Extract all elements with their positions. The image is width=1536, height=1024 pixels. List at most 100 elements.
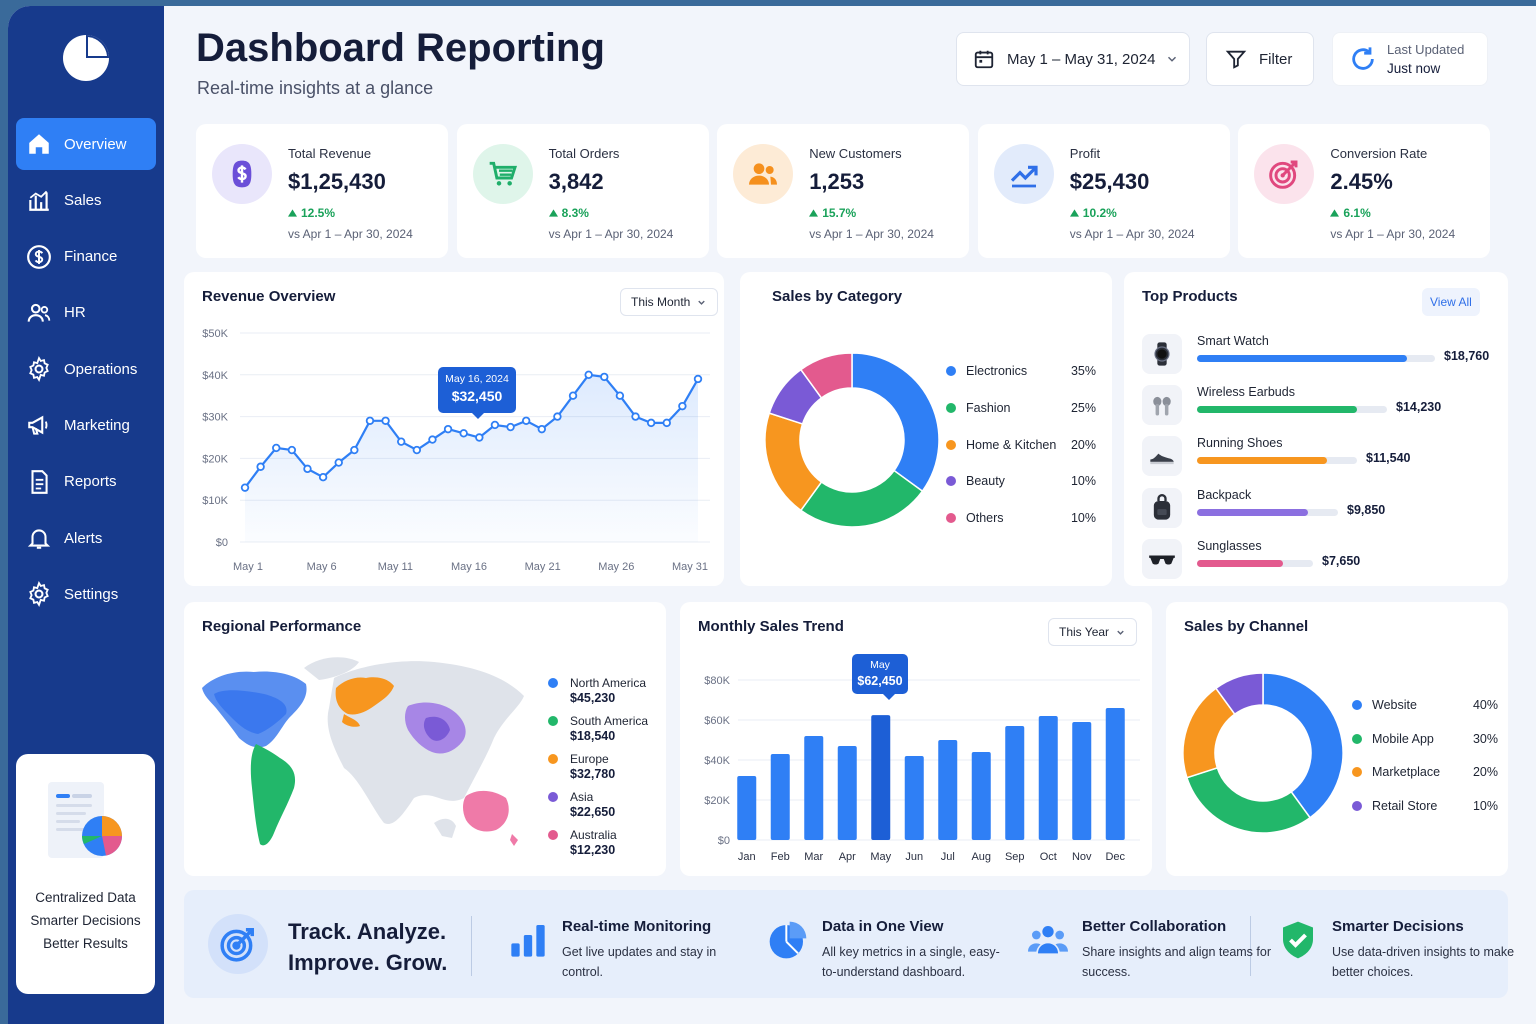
sidebar-item-finance[interactable]: Finance (16, 231, 156, 283)
product-bar-track (1197, 355, 1435, 362)
category-legend-item[interactable]: Electronics 35% (946, 364, 1096, 378)
data-point[interactable] (459, 429, 468, 438)
data-point[interactable] (693, 374, 703, 384)
data-point[interactable] (553, 412, 562, 421)
sidebar-item-marketing[interactable]: Marketing (16, 399, 156, 451)
product-row-smart-watch[interactable]: Smart Watch $18,760 (1142, 334, 1492, 380)
data-point[interactable] (631, 412, 640, 421)
region-value: $12,230 (570, 843, 616, 857)
product-row-sunglasses[interactable]: Sunglasses $7,650 (1142, 538, 1492, 585)
data-point[interactable] (615, 391, 625, 400)
data-point[interactable] (334, 458, 343, 467)
bar-aug[interactable] (971, 752, 991, 840)
x-tick-label: Sep (1005, 851, 1025, 863)
data-point[interactable] (662, 418, 671, 428)
bar-feb[interactable] (770, 754, 790, 840)
legend-dot (946, 402, 956, 413)
channel-legend-item[interactable]: Mobile App 30% (1352, 732, 1498, 746)
arrow-up-icon (809, 209, 819, 217)
data-point[interactable] (240, 483, 250, 492)
date-range-picker[interactable]: May 1 – May 31, 2024 (956, 32, 1190, 86)
sidebar-item-settings[interactable]: Settings (16, 568, 156, 620)
category-slice-others[interactable] (799, 352, 853, 399)
data-point[interactable] (397, 437, 406, 446)
data-point[interactable] (256, 462, 265, 471)
data-point[interactable] (506, 422, 515, 432)
data-point[interactable] (568, 391, 578, 400)
category-legend-item[interactable]: Beauty 10% (946, 474, 1096, 488)
data-point[interactable] (521, 416, 531, 425)
bar-may[interactable] (871, 715, 891, 840)
sidebar-item-sales[interactable]: Sales (16, 174, 156, 226)
data-point[interactable] (272, 443, 281, 453)
category-slice-fashion[interactable] (799, 469, 924, 528)
y-tick-label: $60K (704, 715, 730, 727)
x-tick-label: May 1 (233, 561, 263, 573)
kpi-compare: vs Apr 1 – Apr 30, 2024 (288, 227, 413, 241)
date-range-label: May 1 – May 31, 2024 (1007, 50, 1156, 68)
dollar-icon (232, 160, 252, 188)
filter-button[interactable]: Filter (1206, 32, 1314, 86)
sidebar-item-overview[interactable]: Overview (16, 118, 156, 170)
data-point[interactable] (475, 433, 484, 442)
channel-slice-website[interactable] (1262, 672, 1344, 819)
kpi-value: $1,25,430 (288, 169, 386, 194)
bar-jun[interactable] (904, 756, 924, 840)
bar-nov[interactable] (1072, 722, 1092, 840)
channel-legend-item[interactable]: Marketplace 20% (1352, 765, 1498, 779)
top-products-card: Top Products View All Smart Watch $18,760… (1124, 272, 1508, 586)
x-tick-label: May 11 (378, 561, 413, 573)
regional-performance-card: Regional Performance North America $45,23… (184, 602, 666, 876)
bar-dec[interactable] (1105, 708, 1125, 840)
x-tick-label: May 6 (307, 561, 337, 573)
legend-dot (946, 366, 956, 376)
bar-oct[interactable] (1038, 716, 1058, 840)
category-legend-item[interactable]: Others 10% (946, 511, 1096, 525)
feature-title: Data in One View (822, 918, 944, 935)
last-updated-box[interactable]: Last Updated Just now (1332, 32, 1488, 86)
revenue-period-select[interactable]: This Month (620, 288, 719, 316)
sidebar-item-reports[interactable]: Reports (16, 456, 156, 508)
bar-jan[interactable] (737, 776, 757, 840)
bar-sep[interactable] (1005, 726, 1025, 840)
channel-slice-mobile-app[interactable] (1185, 766, 1312, 834)
sidebar-item-alerts[interactable]: Alerts (16, 512, 156, 564)
monthly-period-select[interactable]: This Year (1048, 618, 1138, 646)
data-point[interactable] (365, 416, 375, 425)
promo-card: Centralized Data Smarter Decisions Bette… (16, 754, 155, 994)
data-point[interactable] (287, 445, 297, 455)
product-bar-track (1197, 559, 1313, 567)
channel-legend-item[interactable]: Website 40% (1352, 698, 1498, 712)
tagline-line-1: Track. Analyze. (288, 919, 447, 944)
category-legend-item[interactable]: Home & Kitchen 20% (946, 438, 1096, 452)
view-all-button[interactable]: View All (1422, 288, 1480, 316)
data-point[interactable] (646, 418, 656, 428)
product-row-running-shoes[interactable]: Running Shoes $11,540 (1142, 436, 1492, 482)
sidebar-item-operations[interactable]: Operations (16, 343, 156, 395)
channel-legend-item[interactable]: Retail Store 10% (1352, 799, 1498, 813)
data-point[interactable] (428, 435, 437, 444)
data-point[interactable] (537, 424, 546, 434)
channel-slice-retail-store[interactable] (1214, 672, 1264, 716)
category-legend-item[interactable]: Fashion 25% (946, 401, 1096, 415)
product-row-wireless-earbuds[interactable]: Wireless Earbuds $14,230 (1142, 385, 1492, 431)
data-point[interactable] (412, 445, 422, 455)
bar-mar[interactable] (804, 736, 824, 840)
y-tick-label: $40K (202, 370, 228, 382)
bar-apr[interactable] (837, 746, 857, 840)
category-slice-electronics[interactable] (851, 352, 940, 493)
product-row-backpack[interactable]: Backpack $9,850 (1142, 487, 1492, 534)
bar-jul[interactable] (938, 740, 958, 840)
data-point[interactable] (443, 424, 453, 434)
data-point[interactable] (600, 372, 609, 382)
data-point[interactable] (490, 420, 500, 430)
data-point[interactable] (318, 473, 328, 482)
bar-chart-icon (29, 191, 49, 212)
data-point[interactable] (303, 464, 312, 474)
sidebar-item-hr[interactable]: HR (16, 287, 156, 339)
data-point[interactable] (678, 401, 687, 411)
data-point[interactable] (350, 445, 359, 455)
data-point[interactable] (584, 370, 593, 379)
data-point[interactable] (381, 416, 390, 425)
legend-label: Mobile App (1372, 731, 1434, 746)
